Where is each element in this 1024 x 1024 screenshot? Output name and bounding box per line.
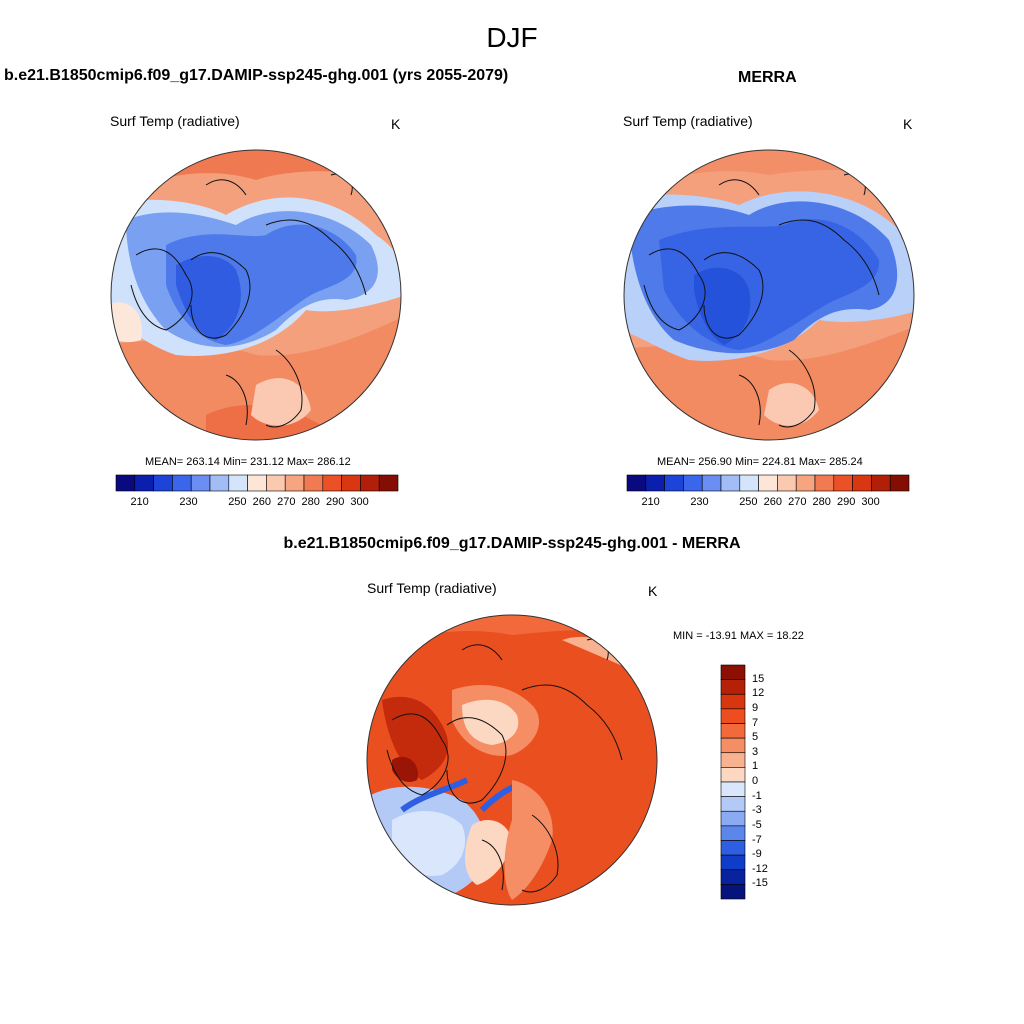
panel-3-stats: MIN = -13.91 MAX = 18.22: [673, 630, 804, 642]
panel-1-colorbar-tick: 300: [350, 496, 369, 508]
panel-1-colorbar-box: [228, 474, 248, 492]
panel-1-colorbar-tick: 230: [179, 496, 198, 508]
panel-3-colorbar-tick: -12: [752, 862, 768, 875]
panel-2-colorbar-tick: 210: [641, 496, 660, 508]
panel-1-colorbar-box: [172, 474, 192, 492]
panel-1-colorbar: [115, 474, 399, 492]
panel-2-colorbar-ticks: 210 230 250 260 270 280 290 300: [627, 496, 909, 510]
panel-3-colorbar-tick: -15: [752, 877, 768, 890]
panel-1-units: K: [391, 116, 401, 132]
panel-2-colorbar: [626, 474, 910, 492]
panel-1-colorbar-tick: 210: [130, 496, 149, 508]
panel-3-colorbar-box: [720, 664, 746, 680]
panel-3-colorbar-box: [720, 869, 746, 885]
panel-2-colorbar-box: [626, 474, 647, 492]
panel-2-colorbar-box: [739, 474, 759, 492]
panel-3-colorbar-box: [720, 708, 746, 724]
panel-3-colorbar-box: [720, 796, 746, 812]
panel-3-colorbar-tick: -9: [752, 848, 762, 861]
panel-3-colorbar-ticks: 15 12 9 7 5 3 1 0 -1 -3 -5 -7 -9 -12 -15: [752, 665, 792, 899]
panel-1-colorbar-box: [378, 474, 399, 492]
panel-1-colorbar-box: [190, 474, 211, 492]
panel-1-polar-map: [110, 149, 402, 441]
panel-1-colorbar-tick: 270: [277, 496, 296, 508]
panel-2-colorbar-tick: 250: [739, 496, 758, 508]
panel-2-colorbar-tick: 260: [763, 496, 782, 508]
panel-1-colorbar-box: [153, 474, 173, 492]
panel-3-colorbar-box: [720, 767, 746, 783]
panel-2-variable: Surf Temp (radiative): [623, 113, 753, 129]
panel-2-colorbar-box: [889, 474, 910, 492]
panel-1-colorbar-box: [134, 474, 154, 492]
panel-2-units: K: [903, 116, 913, 132]
panel-2-colorbar-box: [683, 474, 703, 492]
panel-1-colorbar-box: [115, 474, 136, 492]
panel-3-colorbar-box: [720, 752, 746, 768]
panel-3-colorbar-box: [720, 884, 746, 900]
panel-3-colorbar-tick: -5: [752, 818, 762, 831]
panel-1-variable: Surf Temp (radiative): [110, 113, 240, 129]
panel-1-title: b.e21.B1850cmip6.f09_g17.DAMIP-ssp245-gh…: [4, 67, 509, 84]
panel-1-colorbar-box: [322, 474, 342, 492]
panel-3-colorbar-tick: -1: [752, 789, 762, 802]
panel-3-colorbar-tick: -3: [752, 804, 762, 817]
panel-2-colorbar-tick: 290: [836, 496, 856, 508]
panel-1-stats: MEAN= 263.14 Min= 231.12 Max= 286.12: [145, 456, 351, 468]
panel-3-colorbar-box: [720, 810, 746, 827]
panel-2-colorbar-box: [833, 474, 853, 492]
panel-2-colorbar-box: [701, 474, 722, 492]
panel-3-polar-map: [366, 614, 658, 906]
panel-2-colorbar-tick: 300: [861, 496, 880, 508]
panel-2-colorbar-tick: 230: [690, 496, 709, 508]
panel-3-title: b.e21.B1850cmip6.f09_g17.DAMIP-ssp245-gh…: [283, 535, 741, 552]
panel-2-colorbar-box: [777, 474, 797, 492]
panel-1-colorbar-ticks: 210 230 250 260 270 280 290 300: [116, 496, 398, 510]
panel-3-colorbar-tick: 5: [752, 731, 759, 744]
panel-3-colorbar-box: [720, 693, 746, 710]
panel-1-colorbar-box: [209, 474, 230, 492]
panel-1-colorbar-box: [247, 474, 267, 492]
panel-2-colorbar-box: [814, 474, 835, 492]
panel-2-colorbar-box: [852, 474, 872, 492]
panel-2-colorbar-tick: 270: [788, 496, 807, 508]
panel-2-stats: MEAN= 256.90 Min= 224.81 Max= 285.24: [657, 456, 863, 468]
panel-1-colorbar-box: [341, 474, 361, 492]
panel-2-colorbar-box: [871, 474, 891, 492]
panel-1-colorbar-tick: 250: [228, 496, 247, 508]
panel-1-colorbar-box: [360, 474, 380, 492]
panel-1-colorbar-tick: 280: [301, 496, 320, 508]
panel-3-units: K: [648, 583, 658, 599]
panel-2-colorbar-box: [795, 474, 816, 492]
panel-3-colorbar-tick: 15: [752, 672, 765, 685]
panel-3-colorbar-tick: 9: [752, 701, 759, 714]
panel-3-colorbar-box: [720, 825, 746, 841]
panel-2-polar-map: [623, 149, 915, 441]
panel-3-variable: Surf Temp (radiative): [367, 580, 497, 596]
panel-2-colorbar-box: [664, 474, 684, 492]
panel-2-colorbar-box: [645, 474, 665, 492]
panel-3-colorbar-box: [720, 854, 746, 871]
panel-1-colorbar-box: [303, 474, 324, 492]
panel-2-title: MERRA: [738, 69, 797, 86]
panel-2-colorbar-box: [758, 474, 778, 492]
panel-3-colorbar-box: [720, 840, 746, 856]
panel-3-colorbar-tick: 12: [752, 687, 765, 700]
panel-3-colorbar-tick: 0: [752, 775, 759, 787]
panel-2-colorbar-box: [720, 474, 741, 492]
panel-3-colorbar-tick: -7: [752, 833, 762, 846]
panel-3-colorbar-box: [720, 723, 746, 739]
panel-3-colorbar-box: [720, 737, 746, 754]
figure-title: DJF: [486, 22, 538, 53]
panel-3-colorbar: [720, 664, 746, 900]
panel-3-colorbar-tick: 7: [752, 716, 759, 729]
panel-2-colorbar-tick: 280: [812, 496, 831, 508]
panel-1-colorbar-box: [284, 474, 305, 492]
panel-1-colorbar-tick: 290: [325, 496, 345, 508]
panel-1-colorbar-tick: 260: [252, 496, 271, 508]
panel-3-colorbar-box: [720, 781, 746, 797]
panel-3-colorbar-tick: 3: [752, 745, 759, 758]
panel-1-colorbar-box: [266, 474, 286, 492]
panel-3-colorbar-box: [720, 679, 746, 695]
panel-3-colorbar-tick: 1: [752, 760, 759, 773]
